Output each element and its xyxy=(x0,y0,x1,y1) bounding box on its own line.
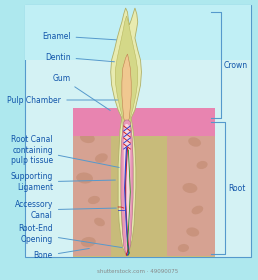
Ellipse shape xyxy=(95,153,108,163)
Text: shutterstock.com · 49090075: shutterstock.com · 49090075 xyxy=(97,269,178,274)
Text: Crown: Crown xyxy=(223,60,248,69)
Text: Gum: Gum xyxy=(52,74,110,110)
Text: Root: Root xyxy=(228,183,246,193)
Ellipse shape xyxy=(178,244,189,252)
Ellipse shape xyxy=(191,206,203,214)
Ellipse shape xyxy=(182,183,197,193)
Bar xyxy=(73,108,111,256)
Text: Supporting
Ligament: Supporting Ligament xyxy=(11,172,115,192)
Polygon shape xyxy=(111,8,141,256)
Ellipse shape xyxy=(201,127,211,133)
Ellipse shape xyxy=(94,218,105,226)
Ellipse shape xyxy=(186,227,199,237)
Ellipse shape xyxy=(88,196,100,204)
Ellipse shape xyxy=(81,237,96,247)
Ellipse shape xyxy=(188,137,201,147)
Ellipse shape xyxy=(76,127,85,133)
Text: Enamel: Enamel xyxy=(42,32,116,41)
Polygon shape xyxy=(124,124,130,254)
Bar xyxy=(73,108,215,136)
Text: Root Canal
containing
pulp tissue: Root Canal containing pulp tissue xyxy=(11,135,119,167)
Text: Pulp Chamber: Pulp Chamber xyxy=(7,95,121,104)
Ellipse shape xyxy=(76,172,93,183)
Polygon shape xyxy=(122,54,131,124)
Bar xyxy=(25,5,251,60)
Text: Dentin: Dentin xyxy=(45,53,115,62)
Ellipse shape xyxy=(197,161,208,169)
Ellipse shape xyxy=(80,133,95,143)
Text: Accessory
Canal: Accessory Canal xyxy=(14,200,116,220)
Text: Bone: Bone xyxy=(34,248,89,260)
Polygon shape xyxy=(121,120,133,255)
Bar xyxy=(167,108,215,256)
Bar xyxy=(73,118,215,257)
Text: Root-End
Opening: Root-End Opening xyxy=(18,224,122,248)
Polygon shape xyxy=(115,16,138,253)
